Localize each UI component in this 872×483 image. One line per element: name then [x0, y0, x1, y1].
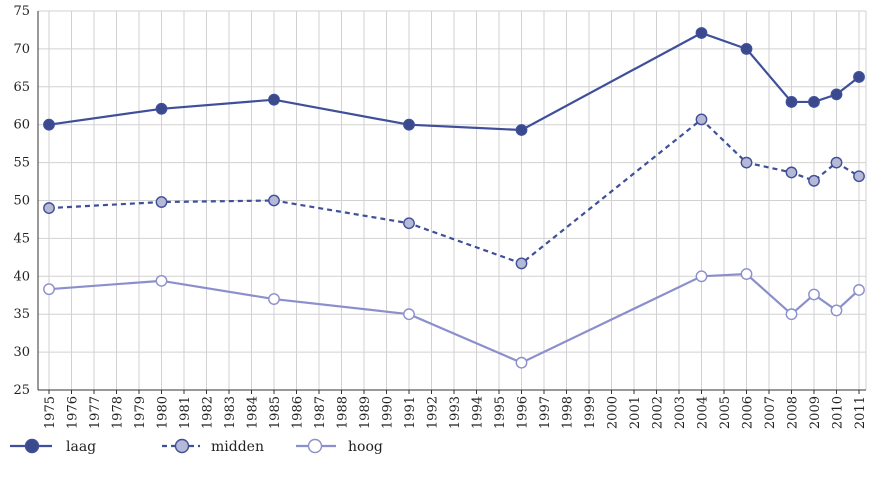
x-tick-label: 2010	[831, 396, 846, 429]
y-tick-label: 50	[13, 194, 30, 209]
y-tick-label: 35	[13, 307, 30, 322]
data-point-hoog	[155, 274, 168, 287]
x-tick-label: 1982	[201, 396, 216, 429]
x-tick-label: 1991	[403, 396, 418, 429]
legend-item-laag: laag	[10, 438, 96, 455]
data-point-laag	[155, 102, 168, 115]
legend-item-hoog: hoog	[296, 438, 383, 455]
data-point-midden	[268, 194, 280, 207]
x-tick-label: 1977	[88, 396, 103, 429]
data-point-hoog	[695, 270, 708, 283]
data-point-laag	[853, 71, 865, 83]
y-tick-label: 25	[13, 383, 30, 398]
data-point-midden	[403, 217, 415, 230]
data-point-hoog	[515, 356, 528, 369]
x-tick-label: 1983	[223, 396, 238, 429]
x-tick-label: 1979	[133, 396, 148, 429]
y-tick-label: 60	[13, 118, 30, 133]
x-tick-label: 2000	[606, 396, 621, 429]
data-point-hoog	[43, 283, 55, 296]
legend-marker	[307, 438, 323, 454]
x-tick-label: 2009	[808, 396, 823, 429]
x-tick-label: 1999	[583, 396, 598, 429]
legend-label: laag	[66, 439, 96, 455]
x-tick-label: 2001	[628, 396, 643, 429]
y-tick-label: 70	[13, 42, 30, 57]
legend-item-midden: midden	[162, 438, 264, 455]
x-tick-label: 1993	[448, 396, 463, 429]
x-tick-label: 2008	[786, 396, 801, 429]
data-point-midden	[853, 170, 865, 183]
x-tick-label: 1985	[268, 396, 283, 429]
data-point-midden	[155, 196, 168, 208]
data-point-midden	[695, 113, 708, 126]
legend-label: midden	[211, 439, 264, 455]
x-tick-label: 1976	[66, 396, 81, 429]
x-tick-label: 1978	[111, 396, 126, 429]
data-point-hoog	[830, 304, 843, 317]
data-point-laag	[695, 27, 708, 39]
data-point-laag	[268, 93, 280, 106]
x-tick-label: 1995	[493, 396, 508, 429]
x-tick-label: 2007	[763, 396, 778, 429]
x-tick-label: 1998	[561, 396, 576, 429]
x-tick-label: 1987	[313, 396, 328, 429]
x-tick-label: 1992	[426, 396, 441, 429]
data-point-hoog	[853, 284, 865, 296]
series-hoog	[43, 268, 865, 369]
x-tick-label: 1975	[43, 396, 58, 429]
x-tick-label: 2011	[853, 396, 868, 429]
data-point-midden	[515, 257, 528, 270]
data-point-laag	[830, 88, 843, 101]
x-tick-label: 1990	[381, 396, 396, 429]
data-point-hoog	[740, 268, 753, 280]
y-tick-label: 75	[13, 4, 30, 19]
data-point-laag	[740, 43, 753, 55]
x-tick-label: 2005	[718, 396, 733, 429]
x-tick-label: 1980	[156, 396, 171, 429]
data-point-hoog	[808, 288, 820, 301]
x-tick-label: 1984	[246, 396, 261, 429]
data-point-hoog	[785, 308, 798, 321]
x-tick-label: 1994	[471, 396, 486, 429]
data-point-laag	[785, 96, 798, 108]
x-tick-label: 2002	[651, 396, 666, 429]
legend-label: hoog	[348, 439, 383, 455]
data-point-midden	[808, 174, 820, 187]
data-point-laag	[515, 124, 528, 136]
x-tick-label: 1988	[336, 396, 351, 429]
legend-marker	[24, 438, 40, 454]
y-tick-label: 65	[13, 80, 30, 95]
x-tick-label: 2004	[696, 396, 711, 429]
data-point-laag	[808, 96, 820, 108]
x-tick-label: 1997	[538, 396, 553, 429]
data-point-midden	[830, 156, 843, 169]
data-point-hoog	[403, 308, 415, 321]
series-midden	[43, 113, 865, 270]
data-point-midden	[43, 202, 55, 214]
data-point-laag	[403, 118, 415, 131]
y-tick-label: 55	[13, 156, 30, 171]
data-point-midden	[785, 166, 798, 179]
x-tick-label: 2006	[741, 396, 756, 429]
series-laag	[43, 27, 865, 136]
y-tick-label: 40	[13, 269, 30, 284]
x-tick-label: 1981	[178, 396, 193, 429]
data-point-midden	[740, 156, 753, 169]
y-tick-label: 45	[13, 231, 30, 246]
y-tick-label: 30	[13, 345, 30, 360]
legend-marker	[174, 438, 190, 454]
x-tick-label: 1986	[291, 396, 306, 429]
x-tick-label: 1989	[358, 396, 373, 429]
x-tick-label: 1996	[516, 396, 531, 429]
x-tick-label: 2003	[673, 396, 688, 429]
legend: laag midden hoog	[10, 438, 383, 455]
data-point-hoog	[268, 293, 280, 305]
data-point-laag	[43, 118, 55, 131]
